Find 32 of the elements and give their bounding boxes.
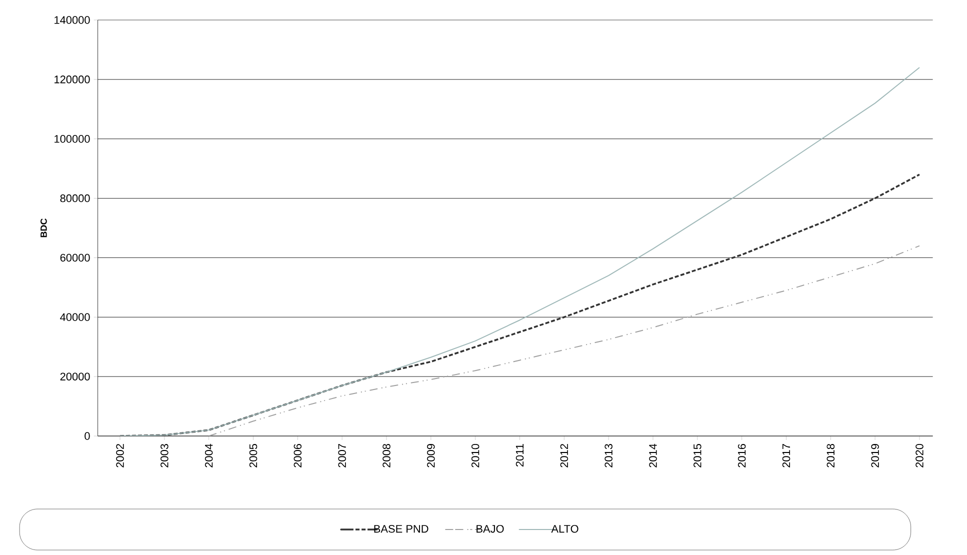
y-axis-title: BDC: [40, 218, 47, 238]
x-tick-label: 2010: [471, 444, 480, 468]
x-tick-label: 2002: [116, 444, 124, 468]
x-tick-label: 2013: [604, 444, 612, 468]
x-tick-label: 2015: [694, 444, 702, 468]
x-tick-label: 2004: [204, 444, 213, 468]
y-tick-label: 120000: [54, 76, 90, 84]
x-tick-label: 2003: [160, 444, 168, 468]
y-tick-label: 140000: [54, 16, 90, 24]
x-tick-label: 2014: [649, 444, 657, 468]
x-tick-label: 2020: [916, 444, 924, 468]
x-tick-label: 2017: [782, 444, 790, 468]
legend-label: BASE PND: [374, 524, 428, 533]
x-tick-label: 2006: [294, 444, 302, 468]
x-tick-label: 2011: [516, 444, 524, 467]
line-series: [119, 174, 920, 436]
x-tick-label: 2007: [338, 444, 346, 468]
y-tick-label: 80000: [60, 194, 90, 202]
x-tick-label: 2019: [871, 444, 879, 468]
y-tick-label: 0: [84, 432, 90, 440]
x-tick-label: 2008: [382, 444, 390, 468]
x-tick-label: 2012: [560, 444, 568, 468]
y-tick-label: 40000: [60, 313, 90, 322]
x-tick-label: 2018: [826, 444, 835, 468]
x-tick-label: 2009: [427, 444, 435, 468]
y-tick-label: 20000: [60, 372, 90, 380]
legend-label: ALTO: [551, 524, 578, 533]
x-tick-label: 2005: [249, 444, 258, 468]
y-tick-label: 60000: [60, 254, 90, 262]
legend-label: BAJO: [476, 524, 504, 533]
y-tick-label: 100000: [54, 134, 90, 143]
x-tick-label: 2016: [738, 444, 746, 468]
